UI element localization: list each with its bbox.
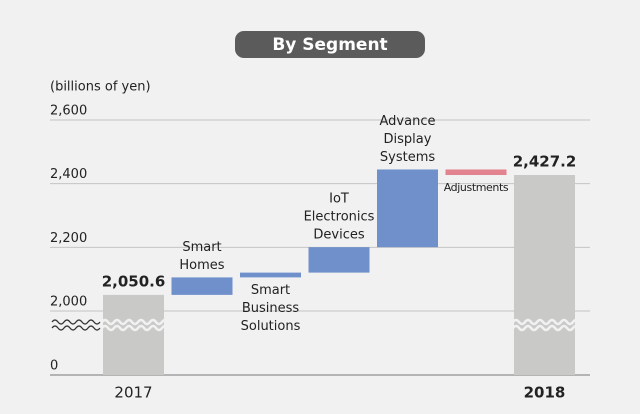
axis-break (101, 318, 175, 326)
value-label: 2,050.6 (102, 272, 166, 290)
delta-bar (308, 247, 370, 273)
category-label: Advance (380, 114, 436, 129)
category-label: Business (242, 301, 300, 316)
y-tick-label: 2,200 (50, 231, 87, 246)
chart-title: By Segment (272, 35, 387, 55)
category-label: Adjustments (444, 181, 509, 194)
value-label: 2,427.2 (513, 153, 577, 171)
category-label: Devices (313, 228, 364, 243)
axis-break (512, 324, 586, 332)
axis-break (512, 318, 586, 326)
title-pill (235, 31, 425, 58)
y-tick-label: 2,600 (50, 104, 87, 119)
axis-break (51, 325, 101, 331)
delta-bar (377, 169, 438, 248)
total-bar (103, 294, 164, 375)
y-axis-label: (billions of yen) (50, 80, 151, 95)
category-label: Homes (179, 258, 224, 273)
category-label: 2018 (524, 384, 566, 402)
y-tick-label: 2,400 (50, 167, 87, 182)
y-tick-label: 2,000 (50, 295, 87, 310)
delta-bar (171, 277, 233, 295)
y-tick-label: 0 (50, 359, 58, 374)
total-bar (514, 175, 575, 375)
axis-break (51, 319, 101, 325)
delta-bar (240, 272, 301, 278)
category-label: Systems (380, 150, 435, 165)
category-label: IoT (329, 192, 349, 207)
delta-bar (445, 169, 507, 176)
category-label: Electronics (304, 210, 375, 225)
category-label: 2017 (114, 384, 152, 402)
axis-break (101, 324, 175, 332)
category-label: Display (384, 132, 432, 147)
category-label: Smart (251, 283, 290, 298)
category-label: Solutions (241, 319, 301, 334)
category-label: Smart (182, 240, 221, 255)
